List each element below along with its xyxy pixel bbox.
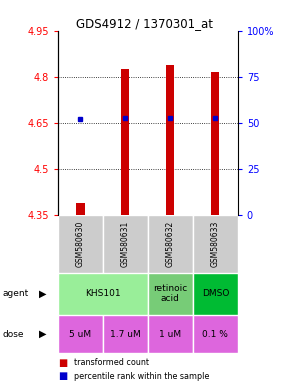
Text: ▶: ▶ [39, 289, 47, 299]
Text: GSM580633: GSM580633 [211, 221, 220, 267]
Text: percentile rank within the sample: percentile rank within the sample [74, 372, 209, 381]
Bar [58, 315, 103, 353]
Bar [122, 69, 129, 215]
Bar [148, 273, 193, 315]
Text: 1 uM: 1 uM [159, 329, 182, 339]
Bar [77, 204, 84, 215]
Bar [166, 65, 174, 215]
Bar [193, 315, 238, 353]
Bar [193, 273, 238, 315]
Text: GSM580630: GSM580630 [76, 221, 85, 267]
Bar [148, 315, 193, 353]
Bar [58, 215, 103, 273]
Text: ■: ■ [58, 358, 67, 368]
Text: DMSO: DMSO [202, 289, 229, 298]
Text: GSM580632: GSM580632 [166, 221, 175, 267]
Text: 1.7 uM: 1.7 uM [110, 329, 141, 339]
Bar [103, 215, 148, 273]
Text: dose: dose [3, 329, 24, 339]
Text: KHS101: KHS101 [85, 289, 121, 298]
Text: GSM580631: GSM580631 [121, 221, 130, 267]
Bar [193, 215, 238, 273]
Text: ■: ■ [58, 371, 67, 381]
Bar [58, 273, 148, 315]
Text: transformed count: transformed count [74, 358, 149, 367]
Text: ▶: ▶ [39, 329, 47, 339]
Bar [148, 215, 193, 273]
Text: agent: agent [3, 289, 29, 298]
Text: 5 uM: 5 uM [69, 329, 92, 339]
Bar [211, 72, 219, 215]
Bar [103, 315, 148, 353]
Text: GDS4912 / 1370301_at: GDS4912 / 1370301_at [77, 17, 213, 30]
Text: retinoic
acid: retinoic acid [153, 284, 188, 303]
Text: 0.1 %: 0.1 % [202, 329, 228, 339]
